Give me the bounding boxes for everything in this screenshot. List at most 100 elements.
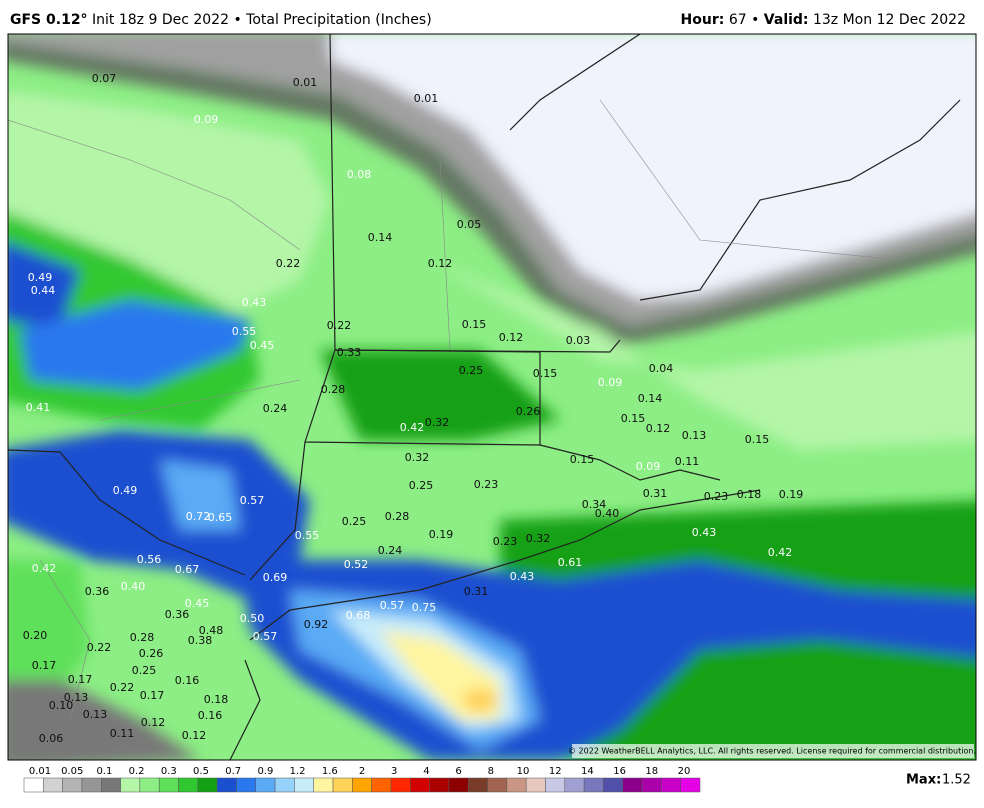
precip-label: 0.11 (110, 727, 135, 740)
precip-label: 0.25 (459, 364, 484, 377)
precip-label: 0.43 (510, 570, 535, 583)
precip-label: 0.50 (240, 612, 265, 625)
precip-label: 0.41 (26, 401, 51, 414)
precip-label: 0.22 (276, 257, 301, 270)
precip-label: 0.23 (704, 490, 729, 503)
legend-swatch (23, 777, 44, 793)
precip-label: 0.08 (347, 168, 372, 181)
legend-label: 0.2 (129, 766, 145, 777)
legend-label: 1.2 (290, 766, 306, 777)
precip-label: 0.05 (457, 218, 482, 231)
precip-label: 0.31 (643, 487, 668, 500)
precip-label: 0.25 (409, 479, 434, 492)
precip-label: 0.24 (378, 544, 403, 557)
max-label: Max: (906, 773, 941, 788)
precip-label: 0.15 (570, 453, 595, 466)
precip-label: 0.15 (745, 433, 770, 446)
precip-label: 0.06 (39, 732, 64, 745)
precip-label: 0.25 (132, 664, 157, 677)
precip-label: 0.15 (462, 318, 487, 331)
precip-label: 0.32 (405, 451, 430, 464)
precip-label: 0.09 (598, 376, 623, 389)
legend-swatch (641, 777, 662, 793)
legend-swatch (178, 777, 199, 793)
legend-label: 0.3 (161, 766, 177, 777)
legend-swatch (525, 777, 546, 793)
precip-label: 0.23 (493, 535, 518, 548)
precip-label: 0.10 (49, 699, 74, 712)
hour: 67 • (728, 12, 760, 28)
legend-swatch (545, 777, 566, 793)
precip-label: 0.31 (464, 585, 489, 598)
precip-label: 0.24 (263, 402, 288, 415)
precip-label: 0.72 (186, 510, 211, 523)
precip-label: 0.19 (779, 488, 804, 501)
precip-label: 0.55 (232, 325, 257, 338)
legend-label: 0.01 (29, 766, 51, 777)
legend-swatch (274, 777, 295, 793)
legend-swatch (680, 777, 701, 793)
legend-swatch (158, 777, 179, 793)
precip-label: 0.07 (92, 72, 117, 85)
precip-label: 0.43 (692, 526, 717, 539)
precip-label: 0.01 (293, 76, 318, 89)
precip-label: 0.65 (208, 511, 233, 524)
precip-label: 0.22 (110, 681, 135, 694)
precip-label: 0.19 (429, 528, 454, 541)
precip-label: 0.16 (175, 674, 200, 687)
precip-label: 0.67 (175, 563, 200, 576)
legend-label: 4 (423, 766, 429, 777)
legend-swatch (255, 777, 276, 793)
precip-label: 0.18 (737, 488, 762, 501)
valid: 13z Mon 12 Dec 2022 (812, 12, 966, 28)
copyright: © 2022 WeatherBELL Analytics, LLC. All r… (568, 747, 976, 756)
legend-swatch (101, 777, 121, 793)
precip-label: 0.12 (428, 257, 453, 270)
legend-swatch (622, 777, 643, 793)
precip-label: 0.57 (380, 599, 405, 612)
legend-label: 1.6 (322, 766, 338, 777)
precip-label: 0.22 (327, 319, 352, 332)
header-right: Hour: 67 • Valid: 13z Mon 12 Dec 2022 (681, 12, 966, 28)
precip-label: 0.26 (516, 405, 541, 418)
legend-label: 18 (645, 766, 658, 777)
precip-label: 0.13 (83, 708, 108, 721)
legend-swatch (313, 777, 334, 793)
legend-label: 0.1 (96, 766, 112, 777)
precip-label: 0.40 (121, 580, 146, 593)
precip-label: 0.44 (31, 284, 56, 297)
precip-label: 0.16 (198, 709, 223, 722)
precip-label: 0.49 (28, 271, 53, 284)
precip-label: 0.28 (321, 383, 346, 396)
legend-label: 0.9 (257, 766, 273, 777)
legend-label: 0.7 (225, 766, 241, 777)
legend-swatch (506, 777, 527, 793)
precip-label: 0.25 (342, 515, 367, 528)
precip-label: 0.11 (675, 455, 700, 468)
precip-label: 0.38 (188, 634, 213, 647)
max-value: 1.52 (942, 773, 971, 788)
precip-label: 0.15 (621, 412, 646, 425)
precip-label: 0.12 (182, 729, 207, 742)
run: Init 18z 9 Dec 2022 • Total Precipitatio… (92, 12, 432, 28)
precip-label: 0.92 (304, 618, 329, 631)
legend-swatch (197, 777, 218, 793)
model: GFS 0.12° (10, 12, 88, 28)
legend-swatch (236, 777, 257, 793)
precip-label: 0.17 (32, 659, 57, 672)
legend-swatch (216, 777, 237, 793)
precip-label: 0.57 (240, 494, 265, 507)
map-frame (7, 33, 977, 761)
legend-swatch (43, 777, 63, 793)
precip-label: 0.34 (582, 498, 607, 511)
legend-label: 12 (549, 766, 562, 777)
legend-label: 10 (517, 766, 530, 777)
legend-label: 6 (455, 766, 461, 777)
precip-label: 0.09 (194, 113, 219, 126)
precip-label: 0.43 (242, 296, 267, 309)
precip-label: 0.68 (346, 609, 371, 622)
legend-swatch (603, 777, 623, 793)
legend-label: 3 (391, 766, 397, 777)
precip-label: 0.04 (649, 362, 674, 375)
